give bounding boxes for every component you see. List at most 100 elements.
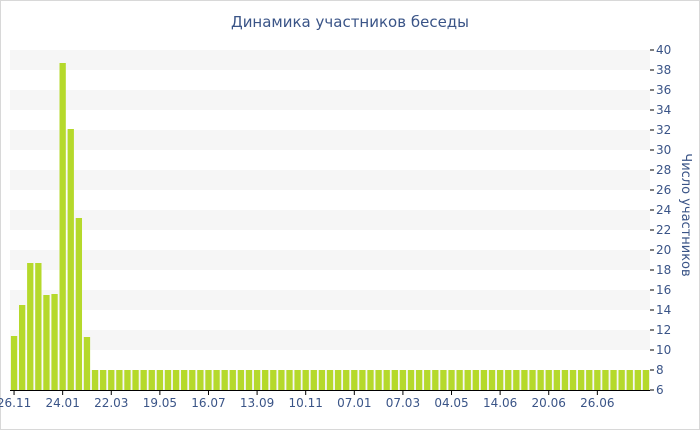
- bar: [100, 370, 107, 390]
- bar: [553, 370, 560, 390]
- y-tick-label: 38: [656, 63, 671, 77]
- x-tick-label: 26.06: [580, 396, 614, 410]
- grid-band: [10, 210, 650, 230]
- grid-band: [10, 90, 650, 110]
- x-tick-label: 24.01: [45, 396, 79, 410]
- bar: [391, 370, 398, 390]
- bar: [496, 370, 504, 390]
- bar: [577, 370, 585, 390]
- bar: [43, 295, 50, 390]
- x-tick-label: 19.05: [143, 396, 177, 410]
- bar: [148, 370, 155, 390]
- bar: [197, 370, 204, 390]
- bar: [569, 370, 577, 390]
- bar: [472, 370, 479, 390]
- grid-bands: [10, 50, 650, 390]
- x-tick-label: 04.05: [434, 396, 468, 410]
- y-tick-label: 10: [656, 343, 671, 357]
- bar: [367, 370, 374, 390]
- bar: [456, 370, 463, 390]
- bar: [464, 370, 471, 390]
- x-tick-label: 07.01: [337, 396, 371, 410]
- bar: [513, 370, 520, 390]
- bar: [634, 370, 641, 390]
- bar: [189, 370, 196, 390]
- bar: [586, 370, 593, 390]
- bar: [618, 370, 625, 390]
- y-tick-label: 16: [656, 283, 671, 297]
- x-tick-label: 10.11: [289, 396, 323, 410]
- bar: [10, 336, 18, 390]
- bar: [59, 63, 66, 390]
- bar: [326, 370, 334, 390]
- grid-band: [10, 130, 650, 150]
- bar: [253, 370, 261, 390]
- bar: [213, 370, 220, 390]
- bar: [488, 370, 496, 390]
- bar: [270, 370, 277, 390]
- grid-band: [10, 250, 650, 270]
- x-tick-label: 16.07: [191, 396, 225, 410]
- bar: [529, 370, 536, 390]
- y-tick-label: 22: [656, 223, 671, 237]
- bar: [27, 263, 34, 390]
- bar: [278, 370, 285, 390]
- bar: [375, 370, 382, 390]
- bar: [164, 370, 172, 390]
- bar: [51, 294, 58, 390]
- bar: [432, 370, 439, 390]
- bar: [132, 370, 139, 390]
- y-tick-label: 26: [656, 183, 671, 197]
- bar: [75, 218, 83, 390]
- bar: [602, 370, 609, 390]
- bar: [181, 370, 188, 390]
- bar: [642, 370, 650, 390]
- y-tick-label: 8: [656, 363, 664, 377]
- y-tick-label: 30: [656, 143, 671, 157]
- bar: [294, 370, 301, 390]
- bar: [310, 370, 317, 390]
- x-tick-label: 07.03: [386, 396, 420, 410]
- y-tick-label: 40: [656, 43, 671, 57]
- y-axis-label: Число участников: [678, 153, 693, 276]
- bar: [399, 370, 407, 390]
- chart-title: Динамика участников беседы: [230, 13, 470, 31]
- bar: [302, 370, 309, 390]
- bar: [35, 263, 42, 390]
- grid-band: [10, 170, 650, 190]
- bar: [480, 370, 488, 390]
- x-tick-label: 26.11: [0, 396, 31, 410]
- x-tick-label: 13.09: [240, 396, 274, 410]
- grid-band: [10, 330, 650, 350]
- bar: [19, 305, 26, 390]
- bar: [343, 370, 350, 390]
- grid-band: [10, 50, 650, 70]
- bar: [521, 370, 528, 390]
- bar: [561, 370, 569, 390]
- bar: [237, 370, 245, 390]
- bar: [140, 370, 147, 390]
- x-tick-label: 20.06: [532, 396, 566, 410]
- bar: [537, 370, 544, 390]
- y-tick-label: 36: [656, 83, 671, 97]
- bar: [359, 370, 366, 390]
- y-tick-label: 14: [656, 303, 671, 317]
- x-tick-label: 22.03: [94, 396, 128, 410]
- bar: [221, 370, 228, 390]
- y-tick-label: 20: [656, 243, 671, 257]
- y-tick-label: 24: [656, 203, 671, 217]
- bar: [91, 370, 99, 390]
- bar: [351, 370, 358, 390]
- bar: [108, 370, 115, 390]
- x-tick-label: 14.06: [483, 396, 517, 410]
- bar: [440, 370, 447, 390]
- y-tick-label: 18: [656, 263, 671, 277]
- bar: [505, 370, 512, 390]
- bar: [67, 129, 74, 390]
- bar: [407, 370, 415, 390]
- y-tick-label: 28: [656, 163, 671, 177]
- y-axis: 6 8 10 12 14 16 18 20 22 24 26 28 30 32 34 36 38 40: [650, 43, 671, 397]
- bar: [286, 370, 293, 390]
- bar: [172, 370, 180, 390]
